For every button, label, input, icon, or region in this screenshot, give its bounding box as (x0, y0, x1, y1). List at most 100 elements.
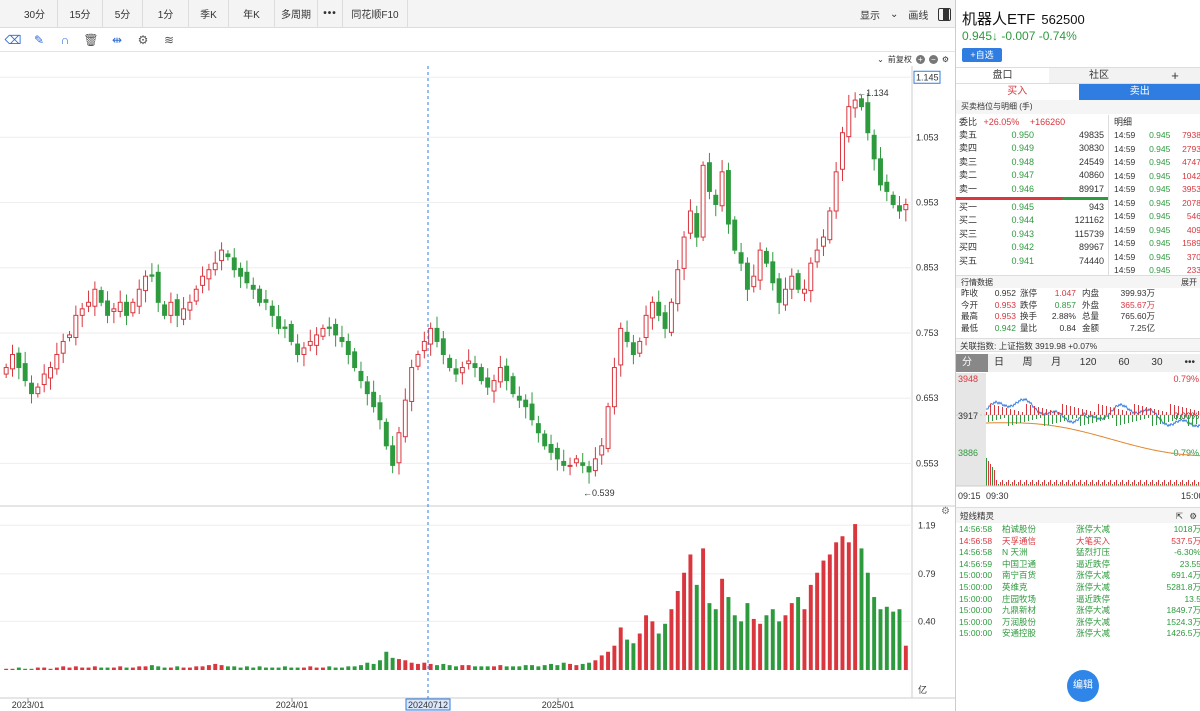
adjust-label[interactable]: 前复权 (887, 54, 912, 64)
intraday-mini-chart[interactable]: 3948 3917 3886 0.79% 0.00% -0.79% 09:15 09:30 15… (956, 373, 1200, 503)
mini-bar (1102, 405, 1103, 415)
candle-body (592, 458, 598, 472)
mini-volume-bar (1102, 482, 1103, 486)
mini-bar (1088, 415, 1089, 424)
period-tab[interactable]: 30分 (12, 0, 58, 28)
chart-settings-icon[interactable]: ⚙ (941, 54, 949, 64)
mini-bar (1054, 411, 1055, 415)
candle-body (428, 327, 434, 345)
price-tick-label: 1.053 (916, 132, 939, 142)
mini-period-tab[interactable]: 120分 (1079, 357, 1097, 386)
mini-volume-bar (1126, 482, 1127, 486)
candle-body (409, 367, 415, 402)
layers-icon[interactable]: ≋ (163, 32, 175, 47)
buy-tab[interactable]: 买入 (1007, 86, 1028, 97)
related-index[interactable]: 关联指数: 上证指数 3919.98 +0.07% (956, 338, 1200, 352)
zoom-in-icon[interactable]: + (915, 54, 925, 64)
period-tab[interactable]: 多周期 (275, 0, 318, 28)
sell-level-row: 卖一 0.946 89917 (959, 183, 1104, 194)
candle-body (168, 301, 174, 316)
move-icon[interactable]: ⇹ (111, 32, 123, 47)
mini-bar (1144, 415, 1145, 419)
tab-pankou[interactable]: 盘口 (956, 68, 1049, 83)
trade-row: 14:59 0.945 409 (1114, 224, 1200, 235)
mini-volume-bar (1034, 484, 1035, 486)
popout-icon[interactable]: ⇱ (1175, 511, 1183, 521)
panel-tabs: 盘口 社区 + (956, 67, 1200, 84)
mini-volume-bar (1146, 480, 1147, 486)
period-tab[interactable]: ••• (318, 0, 343, 28)
mini-volume-bar (986, 458, 987, 486)
settings-icon[interactable]: ⚙ (137, 32, 149, 47)
quote-header: 行情数据 展开 (956, 275, 1200, 288)
period-tab[interactable]: 15分 (58, 0, 103, 28)
volume-bar (99, 667, 104, 670)
volume-bar (631, 643, 636, 670)
panel-toggle-icon[interactable] (938, 7, 952, 21)
mini-bar (1026, 404, 1027, 415)
tab-community[interactable]: 社区 (1089, 70, 1109, 81)
candle-body (725, 170, 731, 225)
candle-body (263, 299, 269, 303)
mini-volume-bar (1044, 480, 1045, 486)
zoom-out-icon[interactable]: − (928, 54, 938, 64)
period-tab[interactable]: 季K (189, 0, 229, 28)
spirit-settings-icon[interactable]: ⚙ (1189, 511, 1197, 521)
mini-period-tab[interactable]: ••• (1184, 357, 1195, 368)
volume-bar (599, 655, 604, 670)
mini-bar (1022, 412, 1023, 415)
collapse-icon[interactable]: ⌄ (877, 54, 884, 64)
kline-chart[interactable]: 1.145 1.053 0.953 0.853 0.753 0.653 0.553 1.19 0… (0, 66, 955, 711)
mini-bar (1146, 407, 1147, 415)
candle-body (67, 334, 72, 339)
mini-bar (1142, 406, 1143, 415)
add-watchlist-button[interactable]: +自选 (962, 48, 1002, 62)
period-tab[interactable]: 1分 (143, 0, 189, 28)
volume-bar (732, 615, 737, 670)
draw-line-button[interactable]: 画线 (908, 10, 929, 22)
mini-period-tab[interactable]: 60分 (1118, 357, 1130, 386)
mini-bar (1044, 415, 1045, 426)
mini-volume-bar (1042, 482, 1043, 486)
candle-body (219, 249, 225, 262)
volume-bar (314, 667, 319, 670)
mini-volume-bar (1144, 482, 1145, 486)
candle-body (738, 252, 744, 264)
volume-bar (517, 666, 522, 670)
edit-button[interactable]: 编辑 (1067, 670, 1099, 702)
magnet-icon[interactable]: ∩ (60, 32, 70, 47)
trade-row: 14:59 0.945 1589 (1114, 238, 1200, 248)
pen-icon[interactable]: ✎ (33, 32, 45, 47)
add-tab-button[interactable]: + (1171, 68, 1179, 83)
period-tab[interactable]: 5分 (103, 0, 143, 28)
period-tab[interactable]: 同花顺F10 (343, 0, 408, 28)
mini-volume-bar (990, 464, 991, 486)
mini-period-tab[interactable]: 分时 (956, 354, 988, 386)
mini-period-tab[interactable]: 月K (1051, 357, 1062, 386)
volume-bar (206, 665, 211, 670)
spirit-list: 14:56:58 柏诚股份 涨停大减 1018万 14:56:58 天孚通信 大笔买入 537… (956, 524, 1200, 640)
volume-bar (270, 667, 275, 670)
candle-body (656, 301, 662, 316)
candle-body (516, 395, 522, 401)
mini-bar (1150, 408, 1151, 415)
expand-button[interactable]: 展开 (1181, 278, 1197, 287)
mini-period-tab[interactable]: 周K (1022, 357, 1033, 386)
price-tick-label: 0.653 (916, 393, 939, 403)
price-tick-label: 0.553 (916, 458, 939, 468)
mini-period-tab[interactable]: 30分 (1151, 357, 1163, 386)
mini-bar (1038, 407, 1039, 415)
mini-volume-bar (988, 461, 989, 486)
candle-body (859, 98, 864, 108)
mini-period-tab[interactable]: 日K (993, 357, 1004, 386)
period-tab[interactable]: 年K (229, 0, 275, 28)
volume-bar (232, 666, 237, 670)
display-button[interactable]: 显示 (860, 10, 880, 22)
trash-icon[interactable]: 🗑 (83, 32, 99, 47)
candle-body (339, 337, 345, 342)
chevron-down-icon[interactable]: ⌄ (890, 8, 899, 20)
candle-body (814, 249, 820, 263)
eraser-icon[interactable]: ⌫ (4, 32, 22, 47)
sell-tab[interactable]: 卖出 (1078, 84, 1200, 100)
price-change: 0.945↓ -0.007 -0.74% (962, 29, 1077, 43)
